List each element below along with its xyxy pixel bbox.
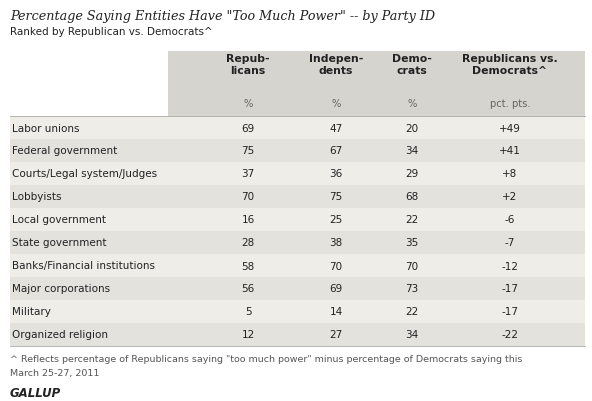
Text: 22: 22 [406, 307, 419, 317]
Bar [168, 97, 585, 117]
Bar [10, 140, 585, 162]
Text: GALLUP: GALLUP [10, 386, 61, 399]
Text: 58: 58 [242, 261, 255, 271]
Text: 12: 12 [242, 330, 255, 340]
Bar [10, 186, 585, 209]
Bar [10, 117, 585, 140]
Bar [10, 162, 585, 186]
Text: ^ Reflects percentage of Republicans saying "too much power" minus percentage of: ^ Reflects percentage of Republicans say… [10, 354, 522, 363]
Text: Republicans vs.
Democrats^: Republicans vs. Democrats^ [462, 54, 558, 76]
Bar [10, 323, 585, 346]
Text: 37: 37 [242, 169, 255, 179]
Text: Percentage Saying Entities Have "Too Much Power" -- by Party ID: Percentage Saying Entities Have "Too Muc… [10, 10, 435, 23]
Text: Repub-
licans: Repub- licans [226, 54, 270, 76]
Text: 69: 69 [242, 123, 255, 133]
Text: -12: -12 [501, 261, 519, 271]
Text: 34: 34 [406, 146, 419, 156]
Text: Courts/Legal system/Judges: Courts/Legal system/Judges [12, 169, 157, 179]
Text: State government: State government [12, 238, 107, 248]
Text: -17: -17 [501, 284, 519, 294]
Text: Banks/Financial institutions: Banks/Financial institutions [12, 261, 155, 271]
Text: 38: 38 [329, 238, 343, 248]
Text: 47: 47 [329, 123, 343, 133]
Bar [10, 300, 585, 323]
Text: 70: 70 [329, 261, 343, 271]
Text: 34: 34 [406, 330, 419, 340]
Text: 25: 25 [329, 215, 343, 225]
Text: 29: 29 [406, 169, 419, 179]
Text: Military: Military [12, 307, 51, 317]
Text: 73: 73 [406, 284, 419, 294]
Text: 56: 56 [242, 284, 255, 294]
Text: -7: -7 [505, 238, 515, 248]
Text: Ranked by Republican vs. Democrats^: Ranked by Republican vs. Democrats^ [10, 27, 213, 37]
Bar [10, 254, 585, 277]
Text: 70: 70 [242, 192, 255, 202]
Bar [10, 277, 585, 300]
Text: Labor unions: Labor unions [12, 123, 79, 133]
Text: pct. pts.: pct. pts. [490, 99, 530, 109]
Text: 28: 28 [242, 238, 255, 248]
Text: 70: 70 [406, 261, 419, 271]
Text: 75: 75 [242, 146, 255, 156]
Text: Major corporations: Major corporations [12, 284, 110, 294]
Text: 35: 35 [406, 238, 419, 248]
Text: 27: 27 [329, 330, 343, 340]
Text: 22: 22 [406, 215, 419, 225]
Text: %: % [407, 99, 417, 109]
Text: Demo-
crats: Demo- crats [392, 54, 432, 76]
Text: 14: 14 [329, 307, 343, 317]
Text: +49: +49 [499, 123, 521, 133]
Bar [168, 52, 585, 97]
Text: 16: 16 [242, 215, 255, 225]
Text: Local government: Local government [12, 215, 106, 225]
Text: +41: +41 [499, 146, 521, 156]
Bar [10, 231, 585, 254]
Text: %: % [332, 99, 340, 109]
Text: Indepen-
dents: Indepen- dents [309, 54, 363, 76]
Text: -6: -6 [505, 215, 515, 225]
Text: +8: +8 [503, 169, 517, 179]
Text: 75: 75 [329, 192, 343, 202]
Text: 67: 67 [329, 146, 343, 156]
Text: 69: 69 [329, 284, 343, 294]
Text: -22: -22 [501, 330, 519, 340]
Text: %: % [243, 99, 253, 109]
Text: Lobbyists: Lobbyists [12, 192, 62, 202]
Text: 5: 5 [244, 307, 252, 317]
Bar [10, 209, 585, 231]
Text: Organized religion: Organized religion [12, 330, 108, 340]
Text: 68: 68 [406, 192, 419, 202]
Text: -17: -17 [501, 307, 519, 317]
Text: 36: 36 [329, 169, 343, 179]
Text: 20: 20 [406, 123, 419, 133]
Text: March 25-27, 2011: March 25-27, 2011 [10, 368, 99, 377]
Text: +2: +2 [503, 192, 517, 202]
Text: Federal government: Federal government [12, 146, 117, 156]
